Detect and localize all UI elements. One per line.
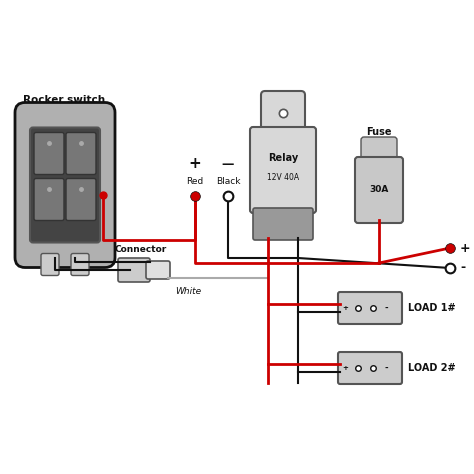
Text: LOAD 1#: LOAD 1# <box>408 303 456 313</box>
Text: Red: Red <box>186 177 204 186</box>
FancyBboxPatch shape <box>338 352 402 384</box>
Text: White: White <box>175 287 201 296</box>
FancyBboxPatch shape <box>66 179 96 220</box>
FancyBboxPatch shape <box>15 102 115 267</box>
Text: -: - <box>384 303 388 312</box>
FancyBboxPatch shape <box>355 157 403 223</box>
Text: +: + <box>342 365 348 371</box>
FancyBboxPatch shape <box>250 127 316 213</box>
FancyBboxPatch shape <box>34 133 64 174</box>
Text: +: + <box>189 156 201 171</box>
FancyBboxPatch shape <box>66 133 96 174</box>
Text: +: + <box>460 241 471 255</box>
Text: Relay: Relay <box>268 153 298 163</box>
FancyBboxPatch shape <box>253 208 313 240</box>
FancyBboxPatch shape <box>261 91 305 137</box>
FancyBboxPatch shape <box>30 128 100 243</box>
Text: Connector: Connector <box>115 245 167 254</box>
FancyBboxPatch shape <box>118 258 150 282</box>
FancyBboxPatch shape <box>34 179 64 220</box>
FancyBboxPatch shape <box>338 292 402 324</box>
FancyBboxPatch shape <box>146 261 170 279</box>
Text: 30A: 30A <box>369 185 389 194</box>
Text: +: + <box>342 305 348 311</box>
Text: Fuse: Fuse <box>366 127 392 137</box>
FancyBboxPatch shape <box>71 254 89 275</box>
Text: -: - <box>460 262 465 274</box>
FancyBboxPatch shape <box>361 137 397 165</box>
Text: Black: Black <box>216 177 240 186</box>
Text: -: - <box>384 364 388 373</box>
Text: Rocker switch: Rocker switch <box>23 94 105 104</box>
Text: 12V 40A: 12V 40A <box>267 173 299 182</box>
Text: —: — <box>222 158 234 171</box>
FancyBboxPatch shape <box>41 254 59 275</box>
Text: LOAD 2#: LOAD 2# <box>408 363 456 373</box>
